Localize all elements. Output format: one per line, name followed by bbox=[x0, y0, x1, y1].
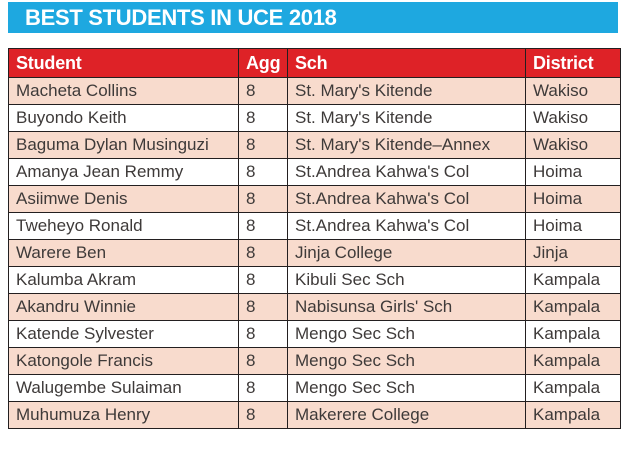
cell-district: Hoima bbox=[525, 212, 621, 240]
cell-district: Hoima bbox=[525, 185, 621, 213]
cell-student: Kalumba Akram bbox=[8, 266, 239, 294]
cell-agg: 8 bbox=[238, 347, 288, 375]
cell-sch: Mengo Sec Sch bbox=[287, 374, 526, 402]
title-banner: BEST STUDENTS IN UCE 2018 bbox=[8, 2, 618, 33]
cell-sch: Mengo Sec Sch bbox=[287, 347, 526, 375]
cell-district: Kampala bbox=[525, 401, 621, 429]
cell-district: Wakiso bbox=[525, 104, 621, 132]
cell-agg: 8 bbox=[238, 131, 288, 159]
cell-district: Kampala bbox=[525, 347, 621, 375]
table-row: Akandru Winnie 8 Nabisunsa Girls' Sch Ka… bbox=[8, 293, 621, 321]
cell-agg: 8 bbox=[238, 374, 288, 402]
cell-agg: 8 bbox=[238, 158, 288, 186]
page-title: BEST STUDENTS IN UCE 2018 bbox=[25, 4, 337, 30]
cell-agg: 8 bbox=[238, 104, 288, 132]
col-header-agg: Agg bbox=[238, 48, 288, 78]
cell-student: Akandru Winnie bbox=[8, 293, 239, 321]
table-row: Amanya Jean Remmy 8 St.Andrea Kahwa's Co… bbox=[8, 158, 621, 186]
cell-sch: Mengo Sec Sch bbox=[287, 320, 526, 348]
col-header-district: District bbox=[525, 48, 621, 78]
table-row: Tweheyo Ronald 8 St.Andrea Kahwa's Col H… bbox=[8, 212, 621, 240]
cell-sch: St. Mary's Kitende bbox=[287, 104, 526, 132]
cell-student: Katongole Francis bbox=[8, 347, 239, 375]
cell-district: Hoima bbox=[525, 158, 621, 186]
cell-agg: 8 bbox=[238, 293, 288, 321]
cell-sch: Makerere College bbox=[287, 401, 526, 429]
cell-student: Warere Ben bbox=[8, 239, 239, 267]
cell-sch: Nabisunsa Girls' Sch bbox=[287, 293, 526, 321]
cell-agg: 8 bbox=[238, 239, 288, 267]
cell-sch: St.Andrea Kahwa's Col bbox=[287, 158, 526, 186]
cell-district: Jinja bbox=[525, 239, 621, 267]
cell-agg: 8 bbox=[238, 401, 288, 429]
cell-sch: St.Andrea Kahwa's Col bbox=[287, 185, 526, 213]
table-row: Katongole Francis 8 Mengo Sec Sch Kampal… bbox=[8, 347, 621, 375]
col-header-student: Student bbox=[8, 48, 239, 78]
cell-agg: 8 bbox=[238, 320, 288, 348]
cell-district: Kampala bbox=[525, 320, 621, 348]
cell-sch: Jinja College bbox=[287, 239, 526, 267]
table-row: Macheta Collins 8 St. Mary's Kitende Wak… bbox=[8, 77, 621, 105]
table-row: Katende Sylvester 8 Mengo Sec Sch Kampal… bbox=[8, 320, 621, 348]
cell-student: Tweheyo Ronald bbox=[8, 212, 239, 240]
cell-district: Kampala bbox=[525, 293, 621, 321]
cell-sch: St. Mary's Kitende–Annex bbox=[287, 131, 526, 159]
cell-district: Wakiso bbox=[525, 77, 621, 105]
cell-agg: 8 bbox=[238, 212, 288, 240]
table-row: Kalumba Akram 8 Kibuli Sec Sch Kampala bbox=[8, 266, 621, 294]
cell-sch: St. Mary's Kitende bbox=[287, 77, 526, 105]
cell-student: Baguma Dylan Musinguzi bbox=[8, 131, 239, 159]
cell-agg: 8 bbox=[238, 185, 288, 213]
table-row: Buyondo Keith 8 St. Mary's Kitende Wakis… bbox=[8, 104, 621, 132]
students-table: Student Agg Sch District Macheta Collins… bbox=[8, 48, 621, 429]
cell-agg: 8 bbox=[238, 77, 288, 105]
cell-district: Kampala bbox=[525, 266, 621, 294]
cell-agg: 8 bbox=[238, 266, 288, 294]
cell-district: Kampala bbox=[525, 374, 621, 402]
cell-student: Buyondo Keith bbox=[8, 104, 239, 132]
cell-sch: St.Andrea Kahwa's Col bbox=[287, 212, 526, 240]
table-header-row: Student Agg Sch District bbox=[8, 48, 621, 78]
cell-student: Katende Sylvester bbox=[8, 320, 239, 348]
table-row: Walugembe Sulaiman 8 Mengo Sec Sch Kampa… bbox=[8, 374, 621, 402]
cell-student: Amanya Jean Remmy bbox=[8, 158, 239, 186]
col-header-sch: Sch bbox=[287, 48, 526, 78]
table-row: Asiimwe Denis 8 St.Andrea Kahwa's Col Ho… bbox=[8, 185, 621, 213]
cell-student: Walugembe Sulaiman bbox=[8, 374, 239, 402]
table-row: Muhumuza Henry 8 Makerere College Kampal… bbox=[8, 401, 621, 429]
cell-student: Muhumuza Henry bbox=[8, 401, 239, 429]
cell-district: Wakiso bbox=[525, 131, 621, 159]
cell-student: Macheta Collins bbox=[8, 77, 239, 105]
table-row: Warere Ben 8 Jinja College Jinja bbox=[8, 239, 621, 267]
cell-student: Asiimwe Denis bbox=[8, 185, 239, 213]
table-row: Baguma Dylan Musinguzi 8 St. Mary's Kite… bbox=[8, 131, 621, 159]
cell-sch: Kibuli Sec Sch bbox=[287, 266, 526, 294]
